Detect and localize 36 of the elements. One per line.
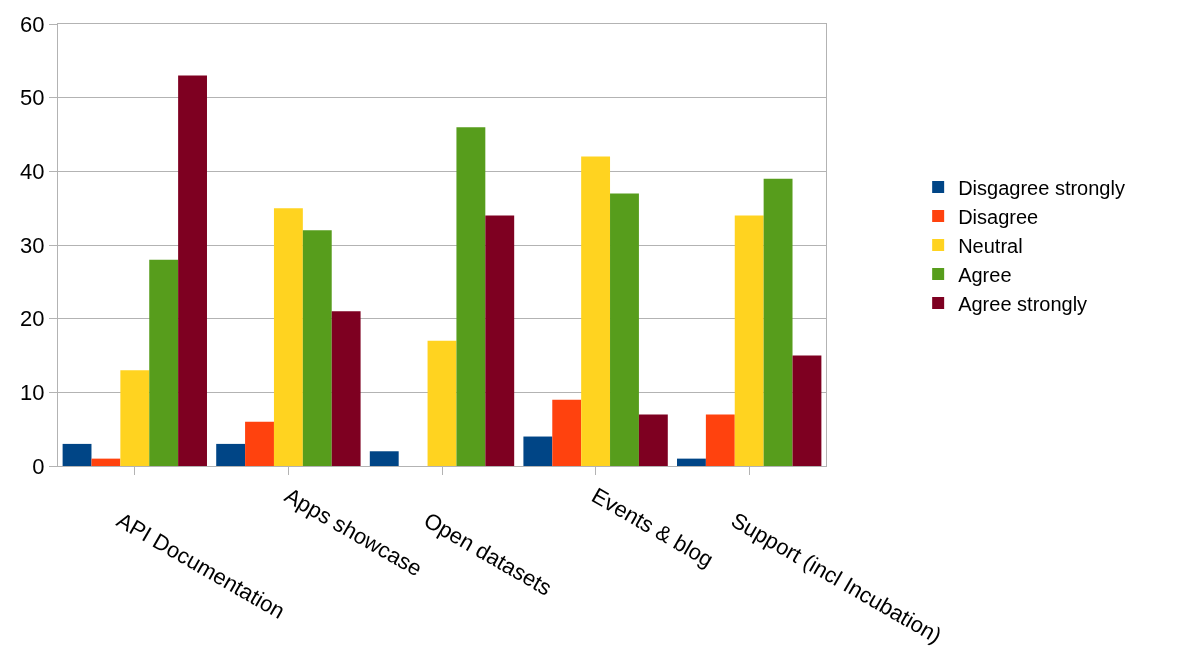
bar [638,414,668,466]
bar [62,443,92,466]
bar [216,443,246,466]
y-tick-label: 50 [20,85,45,111]
y-tick-label: 30 [20,232,45,258]
bar [427,340,457,466]
bar [734,215,764,466]
legend-label: Agree [958,263,1012,286]
bar [273,208,303,466]
bar [677,458,706,466]
legend-label: Agree strongly [958,292,1088,315]
bar [523,436,553,466]
bar [763,178,793,466]
bar [485,215,515,466]
y-tick-label: 10 [20,380,45,406]
bar [245,421,274,466]
bar [91,458,121,466]
y-tick-label: 20 [20,306,45,332]
bar [456,127,486,466]
y-tick-label: 40 [20,159,45,185]
bar [705,414,735,466]
legend-label: Disagree [958,205,1039,228]
bar [178,75,207,466]
bar [331,311,361,466]
y-tick-label: 0 [32,453,45,479]
bar [369,451,399,466]
legend-label: Disgagree strongly [958,176,1125,199]
bar [552,399,582,466]
bar [581,156,611,466]
legend-label: Neutral [958,234,1023,257]
bar [149,259,179,466]
bar [120,370,150,466]
bar [302,230,332,466]
y-tick-label: 60 [20,11,45,37]
bar [792,355,822,466]
bar [610,193,639,466]
